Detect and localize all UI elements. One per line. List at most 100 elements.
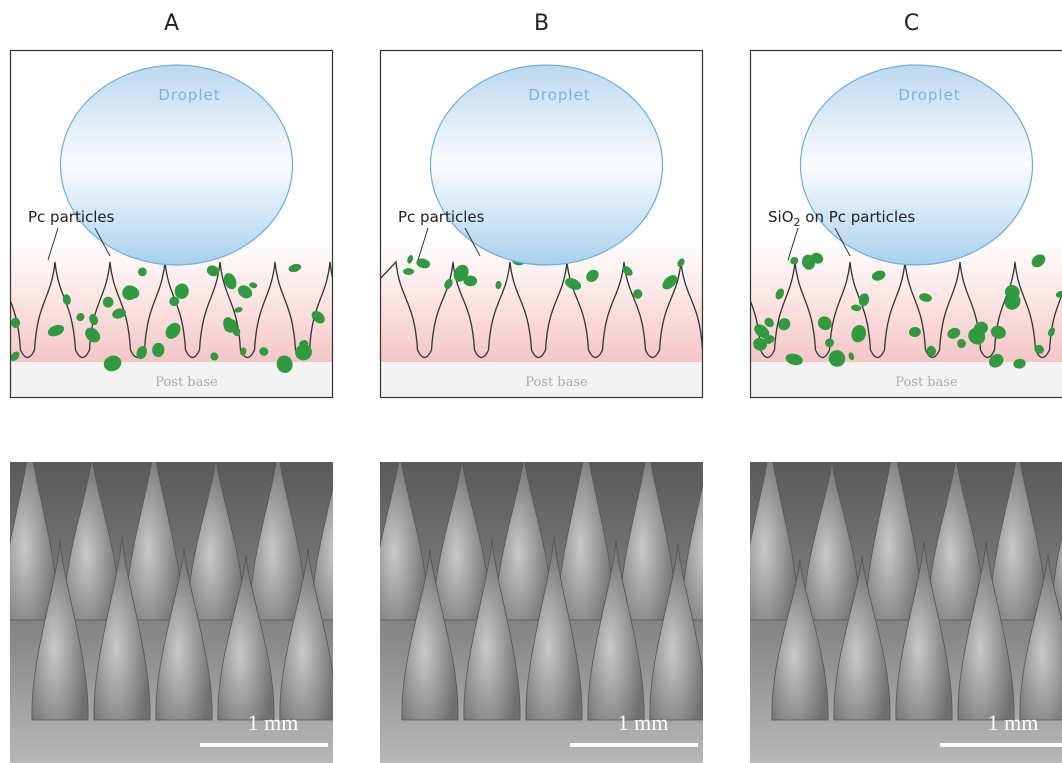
particle <box>785 353 803 366</box>
particle <box>463 275 478 287</box>
annotation: Pc particles <box>28 208 115 226</box>
particle <box>989 354 1004 368</box>
particle <box>62 294 71 305</box>
particle <box>112 308 127 319</box>
annotation-part: 2 <box>794 216 801 229</box>
panel: C Droplet Post base SiO2 on Pc particles 1 m… <box>749 11 1062 763</box>
particle <box>817 316 832 331</box>
particle <box>311 310 325 324</box>
panel-label: C <box>904 11 919 36</box>
sem-post <box>380 462 429 621</box>
sem-image: 1 mm <box>750 462 1062 763</box>
diagram: Droplet Post base SiO2 on Pc particles <box>750 50 1062 398</box>
particle <box>919 293 932 302</box>
particle <box>249 282 258 289</box>
annotation-part: Pc particles <box>28 208 115 226</box>
particle <box>103 355 122 372</box>
diagram: Droplet Post base Pc particles <box>380 50 703 398</box>
particle <box>825 338 835 348</box>
particle <box>957 338 966 349</box>
particle <box>89 313 99 326</box>
particle <box>677 258 685 267</box>
particle <box>778 318 791 331</box>
particle <box>990 325 1006 339</box>
panel-label: A <box>164 11 179 36</box>
particle <box>851 304 862 312</box>
base-label: Post base <box>525 375 588 390</box>
particle <box>165 322 181 339</box>
particle <box>276 355 293 373</box>
particle <box>858 293 870 307</box>
annotation-part: SiO <box>768 208 794 226</box>
annotation-part: Pc particles <box>398 208 485 226</box>
particle <box>407 255 414 264</box>
particle <box>210 352 219 361</box>
sem-post <box>311 485 333 621</box>
particle <box>622 265 633 276</box>
particle <box>259 347 269 356</box>
sem-image: 1 mm <box>10 462 333 763</box>
particle <box>753 337 767 351</box>
sem-post <box>463 538 521 721</box>
particle <box>444 278 453 290</box>
sem-post <box>279 548 333 721</box>
base-zone <box>750 362 1062 398</box>
particle <box>137 267 147 277</box>
particle <box>136 345 148 360</box>
sem-post <box>750 462 799 621</box>
particle <box>206 265 220 277</box>
sem-post <box>957 541 1015 721</box>
panel: B Droplet Post base Pc particles 1 mm <box>379 11 704 763</box>
particle <box>763 335 775 344</box>
posts-outline <box>750 261 1062 359</box>
sem-post <box>249 462 307 621</box>
particle <box>10 351 20 362</box>
particle <box>1034 344 1044 354</box>
frame <box>9 49 334 399</box>
particle <box>169 296 180 307</box>
pointer <box>787 227 851 261</box>
particle <box>968 327 986 345</box>
panel-label: B <box>534 11 549 36</box>
sem-post <box>217 555 275 721</box>
particle <box>10 317 21 329</box>
droplet <box>429 64 664 266</box>
particle <box>102 296 114 308</box>
scale-label: 1 mm <box>618 710 669 735</box>
particle <box>223 319 238 333</box>
frame <box>749 49 1062 399</box>
posts-outline <box>10 261 333 359</box>
particle <box>152 342 165 358</box>
posts-outline <box>380 260 703 359</box>
sem-post <box>155 547 213 721</box>
sem-image: 1 mm <box>380 462 703 763</box>
pointer <box>47 227 111 261</box>
sem-post <box>1019 553 1062 721</box>
scale-label: 1 mm <box>988 710 1039 735</box>
particle <box>1055 290 1062 298</box>
particle <box>586 269 599 283</box>
scale-label: 1 mm <box>248 710 299 735</box>
particle <box>947 327 961 339</box>
sem-post <box>525 535 583 721</box>
particle <box>1013 358 1026 369</box>
particle <box>662 275 678 290</box>
sem-post <box>187 462 245 621</box>
panel: A Droplet Post base Pc particles 1 mm <box>9 11 334 763</box>
sem-post <box>93 536 151 721</box>
particle <box>223 273 237 290</box>
base-label: Post base <box>895 375 958 390</box>
sem-post <box>681 481 703 621</box>
particle <box>926 345 937 357</box>
particle <box>908 327 921 338</box>
diagram: Droplet Post base Pc particles <box>10 50 333 398</box>
sem-post <box>31 540 89 721</box>
particle <box>851 324 867 343</box>
particle <box>1004 293 1021 310</box>
pointer <box>417 227 481 261</box>
annotation: Pc particles <box>398 208 485 226</box>
particle <box>801 254 816 270</box>
particle <box>754 324 770 339</box>
sem-post <box>125 462 183 621</box>
